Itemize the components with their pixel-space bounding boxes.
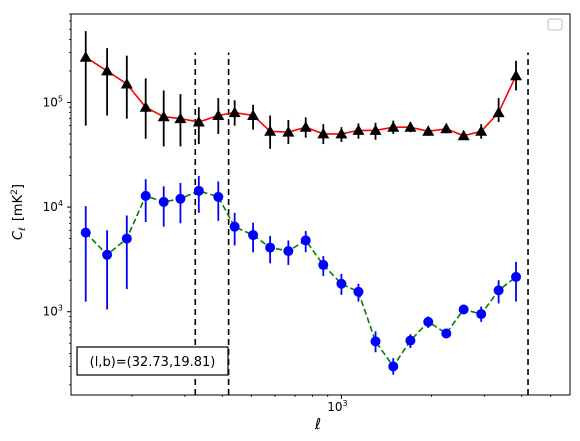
- data-point: [265, 242, 276, 253]
- data-point: [299, 121, 312, 132]
- data-point: [228, 106, 241, 118]
- data-point: [174, 112, 187, 124]
- data-point: [335, 127, 348, 139]
- data-point: [248, 230, 259, 241]
- x-axis-label: ℓ: [314, 415, 321, 433]
- data-point: [317, 127, 330, 139]
- data-point: [283, 246, 294, 257]
- y-axis-label: Cℓ [mK2]: [10, 184, 28, 240]
- series-2: [80, 176, 522, 375]
- y-axis-label-unit-sup: 2: [10, 189, 20, 195]
- data-point: [264, 125, 277, 136]
- data-point: [120, 78, 133, 89]
- y-axis-label-unit-close: ]: [11, 184, 26, 189]
- data-point: [80, 227, 91, 238]
- data-point: [387, 121, 400, 132]
- data-point: [213, 191, 224, 202]
- data-point: [422, 125, 435, 136]
- data-point: [192, 116, 205, 127]
- data-point: [193, 185, 204, 196]
- data-point: [352, 124, 365, 135]
- y-axis-label-sub: ℓ: [18, 227, 28, 232]
- data-point: [388, 361, 399, 372]
- data-point: [139, 101, 152, 112]
- data-point: [336, 278, 347, 289]
- data-point: [369, 124, 382, 135]
- data-point: [79, 51, 92, 62]
- data-point: [370, 336, 381, 347]
- y-axis-label-unit: [mK: [11, 194, 26, 221]
- data-point: [423, 316, 434, 327]
- data-point: [457, 129, 470, 141]
- data-point: [102, 249, 113, 260]
- data-point: [511, 271, 522, 282]
- annotation-text: (l,b)=(32.73,19.81): [90, 355, 216, 370]
- data-point: [510, 69, 523, 81]
- data-point: [475, 125, 488, 136]
- data-point: [175, 193, 186, 204]
- series-layer: [79, 31, 523, 375]
- series-line: [85, 56, 517, 137]
- data-point: [441, 328, 452, 339]
- data-point: [212, 109, 225, 121]
- data-point: [140, 190, 151, 201]
- data-point: [405, 335, 416, 346]
- data-point: [158, 196, 169, 207]
- y-tick-label: 105: [43, 94, 63, 109]
- data-point: [300, 235, 311, 246]
- data-point: [493, 285, 504, 296]
- data-point: [157, 110, 170, 122]
- annotation-box: (l,b)=(32.73,19.81): [76, 346, 229, 376]
- legend-box: [547, 18, 563, 31]
- data-point: [492, 106, 505, 118]
- vertical-dashed-lines: [194, 52, 529, 395]
- y-axis-label-main: C: [11, 230, 26, 240]
- data-point: [101, 64, 114, 76]
- series-1: [79, 31, 523, 149]
- y-tick-label: 103: [43, 304, 63, 319]
- y-tick-label: 104: [43, 199, 63, 214]
- data-point: [353, 286, 364, 297]
- data-point: [318, 259, 329, 270]
- tick-layer: 103 103 104 105: [43, 94, 348, 414]
- x-tick-label: 103: [327, 399, 347, 414]
- data-point: [458, 304, 469, 315]
- data-point: [282, 126, 295, 137]
- data-point: [121, 233, 132, 244]
- data-point: [404, 121, 417, 132]
- data-point: [440, 122, 453, 134]
- data-point: [476, 309, 487, 320]
- data-point: [229, 221, 240, 232]
- plot-frame: [70, 13, 571, 396]
- data-point: [247, 109, 260, 121]
- series-line: [85, 189, 517, 368]
